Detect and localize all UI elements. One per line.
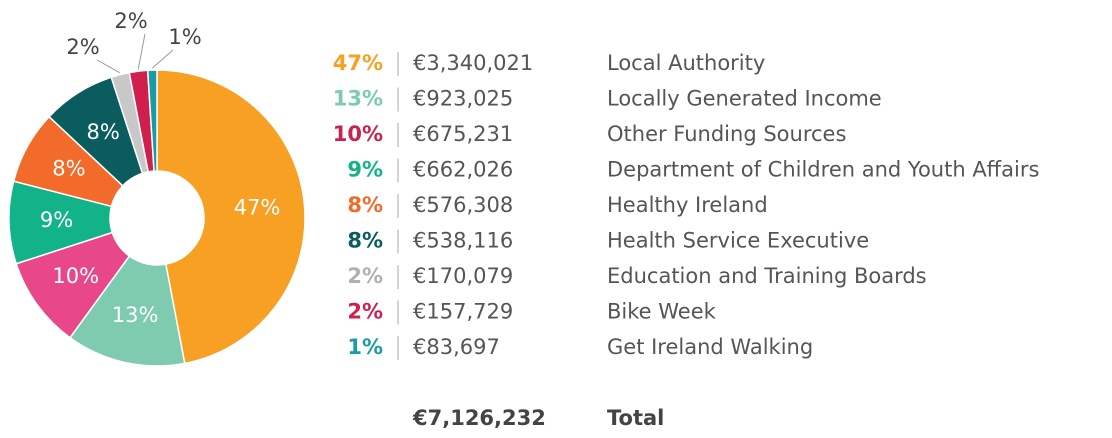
legend-amount: €538,116 [413,229,513,253]
legend-amount: €576,308 [413,193,513,217]
total-label: Total [607,406,664,430]
legend-name: Locally Generated Income [607,87,882,111]
legend-name: Healthy Ireland [607,193,768,217]
legend-amount: €157,729 [413,300,513,324]
legend-percent: 8% [347,229,383,253]
donut-slice [146,69,158,172]
legend-percent: 8% [347,193,383,217]
slice-label: 8% [86,120,119,144]
legend-amount: €83,697 [413,335,500,359]
legend-percent: 2% [347,300,383,324]
legend-amount: €662,026 [413,158,513,182]
legend-name: Other Funding Sources [607,122,846,146]
legend-amount: €170,079 [413,264,513,288]
legend-name: Department of Children and Youth Affairs [607,158,1039,182]
total-amount: €7,126,232 [412,406,546,430]
legend-amount: €923,025 [413,87,513,111]
slice-label: 10% [52,264,99,288]
legend-percent: 9% [347,158,383,182]
legend-percent: 2% [347,264,383,288]
legend-name: Health Service Executive [607,229,869,253]
legend-percent: 1% [347,335,383,359]
legend-name: Education and Training Boards [607,264,927,288]
donut-slice [156,69,306,365]
leader-line [137,33,146,70]
legend-percent: 13% [333,87,383,111]
legend-name: Local Authority [607,51,765,75]
legend-name: Get Ireland Walking [607,335,813,359]
slice-label: 13% [112,303,159,327]
leader-line [96,59,120,74]
donut-slice [68,254,186,367]
outside-label: 2% [66,35,99,59]
outside-label: 1% [168,25,201,49]
slice-label: 8% [52,157,85,181]
slice-label: 47% [234,196,281,220]
legend-percent: 10% [333,122,383,146]
legend-name: Bike Week [607,300,717,324]
leader-line [151,49,174,69]
legend-amount: €675,231 [413,122,513,146]
legend-amount: €3,340,021 [413,51,533,75]
slice-label: 9% [40,208,73,232]
legend-percent: 47% [333,51,383,75]
outside-label: 2% [114,9,147,33]
